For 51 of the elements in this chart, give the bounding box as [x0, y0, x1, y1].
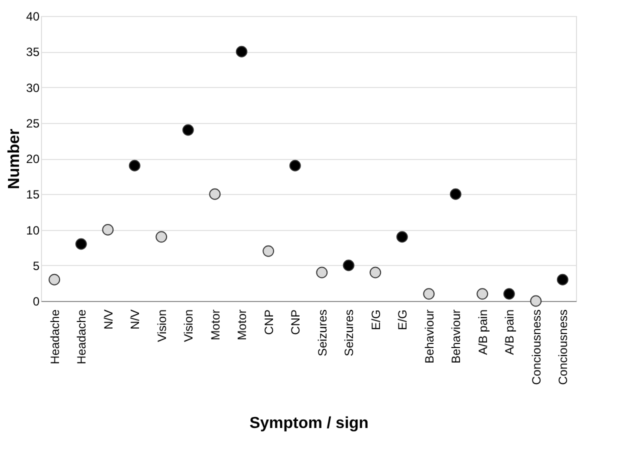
x-tick-label: Behaviour: [449, 310, 464, 364]
point: [182, 124, 194, 136]
y-tick-label: 5: [32, 258, 40, 273]
point: [450, 188, 462, 200]
x-tick-label: Behaviour: [422, 310, 436, 364]
x-tick-label: Motor: [235, 310, 250, 340]
point: [503, 288, 515, 300]
point: [48, 274, 60, 286]
y-tick-label: 0: [32, 294, 40, 308]
point: [316, 266, 328, 278]
x-tick-label: Headache: [74, 309, 89, 364]
y-tick-label: 40: [26, 10, 40, 24]
x-tick-label: Vision: [154, 310, 169, 342]
y-tick-label: 15: [26, 188, 40, 202]
point: [530, 295, 542, 307]
x-tick-label: CNP: [288, 310, 303, 335]
point: [423, 288, 435, 300]
point: [342, 260, 354, 272]
x-tick-label: Conciousness: [529, 310, 544, 385]
x-tick-label: A/B pain: [476, 310, 490, 355]
point: [396, 231, 408, 243]
y-tick-label: 20: [26, 152, 40, 166]
x-tick-label: E/G: [396, 310, 410, 330]
point: [75, 238, 87, 250]
point: [476, 288, 488, 300]
x-tick-label: A/B pain: [502, 310, 517, 355]
x-tick-label: Motor: [208, 310, 222, 340]
y-tick-label: 35: [26, 45, 40, 60]
x-tick-label: E/G: [368, 310, 383, 330]
point: [156, 231, 168, 243]
x-tick-label: CNP: [262, 310, 276, 335]
y-tick-label: 30: [26, 80, 40, 95]
y-axis-title: Number: [6, 128, 24, 190]
point: [209, 188, 221, 200]
x-tick-label: Seizures: [315, 310, 330, 356]
point: [102, 224, 114, 236]
x-tick-label: Vision: [182, 310, 196, 342]
point: [236, 46, 248, 58]
point: [289, 160, 301, 172]
x-tick-label: N/V: [101, 310, 116, 330]
y-tick-label: 25: [26, 116, 40, 130]
x-tick-label: Headache: [48, 309, 62, 364]
point: [128, 160, 140, 172]
y-tick-label: 10: [26, 223, 40, 238]
x-axis-title: Symptom / sign: [249, 414, 369, 432]
point: [556, 274, 568, 286]
point: [370, 266, 382, 278]
x-tick-label: Conciousness: [556, 310, 570, 385]
point: [262, 245, 274, 257]
x-tick-label: Seizures: [342, 310, 356, 356]
x-tick-label: N/V: [128, 310, 142, 330]
